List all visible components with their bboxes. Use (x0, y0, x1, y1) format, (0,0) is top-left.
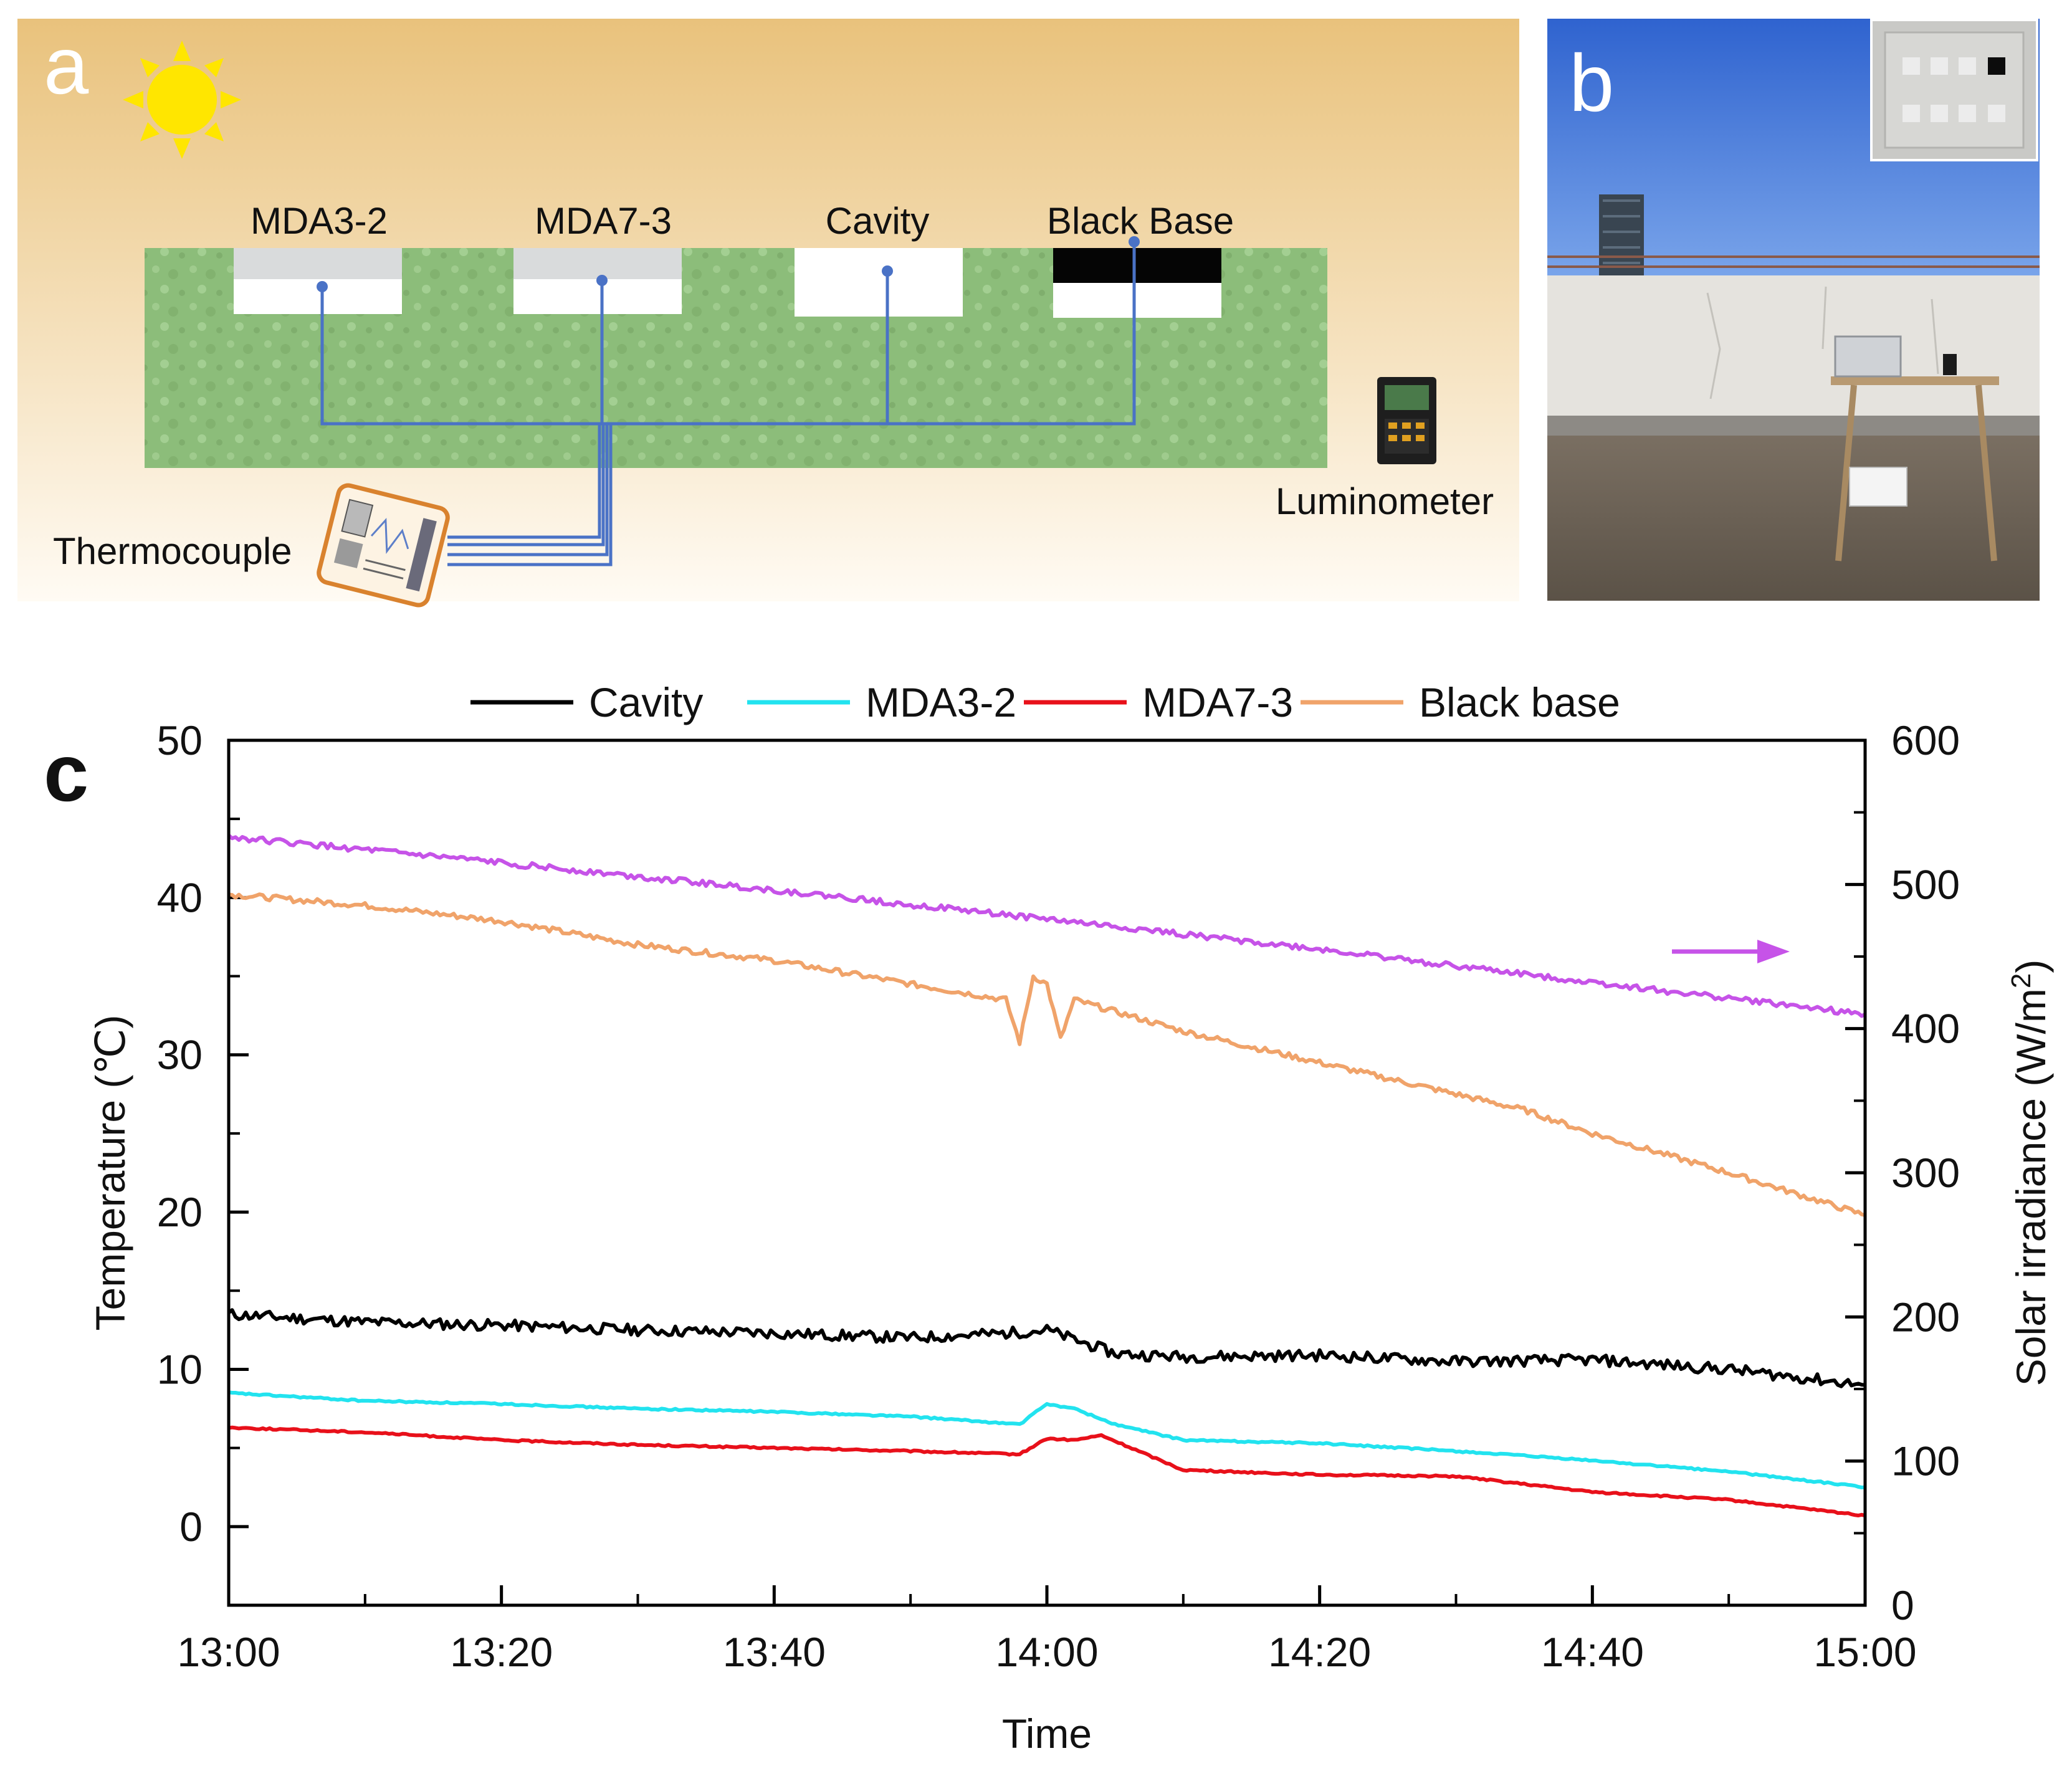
sample-black-base (1053, 248, 1221, 318)
sun-icon (123, 41, 241, 159)
y2-tick-label: 400 (1891, 1006, 1960, 1052)
y-tick-label: 0 (179, 1504, 203, 1550)
x-tick-label: 14:20 (1268, 1629, 1371, 1675)
panel-a-schematic: a (17, 19, 1519, 608)
label-mda3-2: MDA3-2 (251, 200, 388, 242)
probe-dots (317, 236, 1140, 292)
legend-label: MDA3-2 (866, 679, 1016, 725)
photo-wall (1547, 275, 2040, 416)
photo-wall-ledge (1547, 416, 2040, 436)
x-tick-label: 15:00 (1813, 1629, 1916, 1675)
legend-label: Cavity (589, 679, 703, 725)
y2-axis-label-sup: 2 (2006, 973, 2036, 988)
photo-railing (1547, 255, 2040, 268)
panel-c-letter: c (44, 727, 88, 818)
thermocouple-wires (320, 242, 1136, 566)
plot-frame (227, 738, 1867, 1607)
y2-tick-label: 0 (1891, 1582, 1914, 1628)
legend-label: MDA7-3 (1142, 679, 1293, 725)
y-tick-label: 50 (157, 717, 203, 763)
thermocouple-label: Thermocouple (53, 530, 292, 572)
y2-tick-label: 200 (1891, 1294, 1960, 1340)
y2-tick-label: 500 (1891, 861, 1960, 907)
thermocouple-device-icon (317, 483, 450, 608)
y2-axis-label: Solar irradiance (W/m2) (2006, 960, 2054, 1387)
panel-a-letter: a (44, 20, 89, 111)
photo-table (1831, 335, 1999, 561)
chart-ticks: 13:00 13:20 13:40 14:00 14:20 14:40 15:0001020… (157, 717, 1960, 1675)
x-tick-label: 14:00 (995, 1629, 1098, 1675)
x-tick-label: 13:20 (450, 1629, 553, 1675)
y2-axis-label-end: ) (2008, 960, 2054, 973)
y2-tick-label: 300 (1891, 1150, 1960, 1196)
y2-axis-label-main: Solar irradiance (W/m (2008, 988, 2054, 1386)
y2-tick-label: 100 (1891, 1438, 1960, 1484)
sample-cavity (795, 248, 963, 317)
legend-label: Black base (1419, 679, 1620, 725)
photo-ground (1547, 436, 2040, 601)
luminometer-label: Luminometer (1276, 480, 1494, 522)
irradiance-axis-arrow (1672, 940, 1790, 963)
panel-c-chart: c Cavity MDA3-2 MDA7-3 Black base 13:00 13:2… (44, 679, 2054, 1757)
x-tick-label: 14:40 (1541, 1629, 1644, 1675)
label-cavity: Cavity (826, 200, 930, 242)
series-line-mda7-3 (228, 1425, 1866, 1518)
series-line-cavity (227, 1308, 1866, 1388)
sample-mda3-2 (234, 248, 402, 314)
panel-b-letter: b (1569, 37, 1614, 128)
series-line-solar-irradiance (227, 834, 1866, 1018)
x-axis-label: Time (1002, 1711, 1092, 1757)
y-tick-label: 20 (157, 1189, 203, 1235)
chart-legend: Cavity MDA3-2 MDA7-3 Black base (470, 679, 1620, 725)
series-line-black-base (228, 892, 1866, 1218)
label-black-base: Black Base (1047, 200, 1234, 242)
photo-building (1599, 194, 1644, 277)
chart-series (227, 834, 1866, 1518)
y-tick-label: 40 (157, 874, 203, 920)
photo-inset-sample-plate (1870, 19, 2038, 161)
y-axis-label: Temperature (℃) (87, 1015, 133, 1331)
sample-mda7-3 (513, 248, 682, 314)
x-tick-label: 13:00 (177, 1629, 280, 1675)
y2-tick-label: 600 (1891, 717, 1960, 763)
x-tick-label: 13:40 (723, 1629, 826, 1675)
panel-b-photo: b (1547, 19, 2040, 601)
y-tick-label: 10 (157, 1346, 203, 1392)
y-tick-label: 30 (157, 1032, 203, 1078)
label-mda7-3: MDA7-3 (535, 200, 672, 242)
luminometer-icon (1377, 377, 1436, 464)
series-line-mda3-2 (228, 1390, 1866, 1489)
